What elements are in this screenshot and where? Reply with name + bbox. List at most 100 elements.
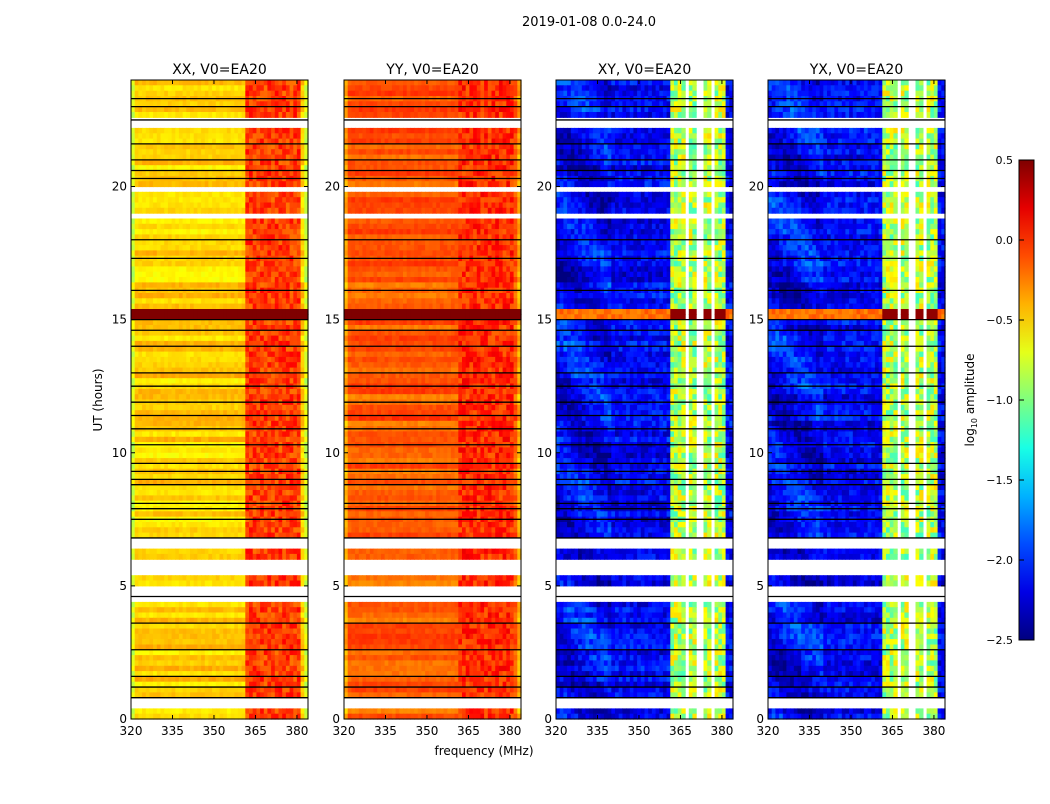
- heatmap-cell: [300, 303, 305, 310]
- heatmap-cell: [145, 335, 151, 342]
- heatmap-cell: [153, 325, 158, 331]
- heatmap-cell: [274, 553, 280, 560]
- heatmap-cell: [171, 229, 176, 235]
- heatmap-cell: [285, 633, 291, 640]
- heatmap-cell: [293, 314, 298, 321]
- heatmap-cell: [293, 362, 298, 369]
- heatmap-cell: [256, 676, 261, 683]
- heatmap-cell: [293, 420, 298, 427]
- heatmap-cell: [215, 623, 221, 629]
- heatmap-cell: [212, 511, 217, 518]
- heatmap-cell: [201, 133, 206, 140]
- heatmap-cell: [204, 356, 210, 363]
- heatmap-cell: [190, 367, 195, 374]
- heatmap-cell: [252, 207, 257, 214]
- heatmap-cell: [252, 223, 257, 230]
- heatmap-cell: [156, 351, 162, 358]
- heatmap-cell: [252, 522, 257, 528]
- heatmap-cell: [263, 617, 269, 624]
- heatmap-cell: [245, 362, 250, 369]
- heatmap-cell: [149, 367, 154, 374]
- heatmap-cell: [178, 250, 184, 257]
- heatmap-cell: [249, 80, 254, 86]
- heatmap-cell: [252, 367, 257, 374]
- heatmap-cell: [215, 692, 221, 699]
- heatmap-cell: [186, 229, 191, 235]
- heatmap-cell: [138, 170, 143, 177]
- heatmap-cell: [142, 223, 147, 230]
- heatmap-cell: [289, 106, 294, 113]
- heatmap-cell: [215, 197, 221, 204]
- heatmap-cell: [263, 410, 269, 417]
- heatmap-cell: [197, 479, 202, 486]
- heatmap-cell: [289, 601, 294, 608]
- heatmap-cell: [197, 553, 202, 560]
- heatmap-cell: [160, 277, 165, 283]
- heatmap-cell: [219, 143, 224, 150]
- heatmap-cell: [300, 660, 305, 667]
- heatmap-cell: [167, 548, 173, 555]
- heatmap-cell: [153, 660, 158, 667]
- heatmap-cell: [186, 351, 191, 358]
- heatmap-cell: [145, 277, 151, 283]
- heatmap-cell: [160, 234, 165, 241]
- heatmap-cell: [204, 154, 210, 161]
- heatmap-cell: [304, 601, 309, 608]
- heatmap-cell: [226, 346, 232, 353]
- heatmap-cell: [190, 372, 195, 379]
- heatmap-cell: [134, 207, 139, 214]
- heatmap-cell: [260, 484, 265, 491]
- heatmap-cell: [201, 250, 206, 257]
- heatmap-cell: [134, 335, 139, 342]
- heatmap-cell: [219, 660, 224, 667]
- heatmap-cell: [289, 436, 294, 443]
- heatmap-cell: [212, 388, 217, 395]
- heatmap-cell: [204, 436, 210, 443]
- heatmap-cell: [219, 692, 224, 699]
- heatmap-cell: [134, 159, 139, 166]
- heatmap-cell: [149, 218, 154, 225]
- heatmap-cell: [260, 394, 265, 401]
- heatmap-cell: [263, 607, 269, 614]
- heatmap-cell: [304, 580, 309, 587]
- heatmap-cell: [263, 612, 269, 619]
- heatmap-cell: [182, 553, 187, 560]
- heatmap-cell: [175, 511, 180, 518]
- heatmap-cell: [190, 271, 195, 278]
- heatmap-cell: [153, 149, 158, 156]
- heatmap-cell: [197, 234, 202, 241]
- heatmap-cell: [271, 138, 276, 145]
- heatmap-cell: [274, 101, 280, 108]
- heatmap-cell: [204, 138, 210, 145]
- heatmap-cell: [138, 298, 143, 305]
- heatmap-cell: [230, 490, 235, 496]
- heatmap-cell: [285, 245, 291, 251]
- heatmap-cell: [256, 319, 261, 326]
- heatmap-cell: [267, 617, 272, 624]
- heatmap-cell: [142, 239, 147, 246]
- heatmap-cell: [215, 181, 221, 188]
- heatmap-cell: [223, 314, 228, 321]
- heatmap-cell: [175, 106, 180, 113]
- heatmap-cell: [226, 282, 232, 289]
- heatmap-cell: [167, 649, 173, 656]
- heatmap-cell: [230, 218, 235, 225]
- heatmap-cell: [204, 623, 210, 629]
- heatmap-cell: [156, 484, 162, 491]
- heatmap-cell: [271, 527, 276, 534]
- heatmap-cell: [131, 367, 136, 374]
- heatmap-cell: [201, 639, 206, 645]
- heatmap-cell: [190, 207, 195, 214]
- heatmap-cell: [186, 282, 191, 289]
- heatmap-cell: [226, 575, 232, 582]
- heatmap-cell: [271, 229, 276, 235]
- heatmap-cell: [296, 181, 302, 188]
- heatmap-cell: [134, 282, 139, 289]
- heatmap-cell: [241, 191, 246, 198]
- heatmap-cell: [197, 229, 202, 235]
- heatmap-cell: [226, 181, 232, 188]
- heatmap-cell: [142, 325, 147, 331]
- heatmap-cell: [131, 522, 136, 528]
- heatmap-cell: [212, 106, 217, 113]
- heatmap-cell: [182, 601, 187, 608]
